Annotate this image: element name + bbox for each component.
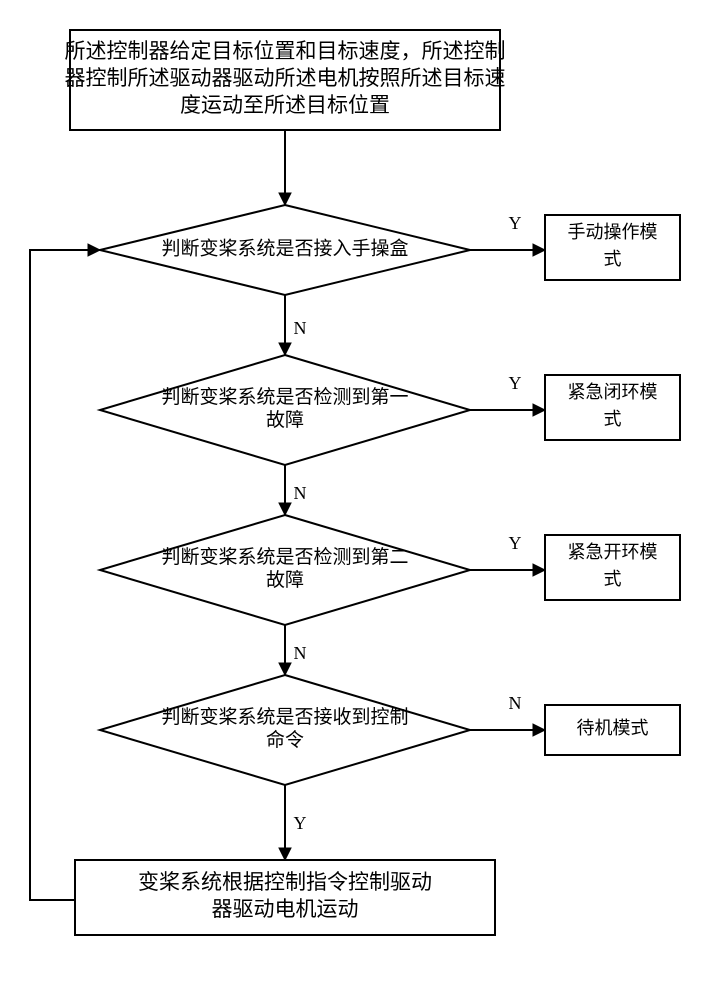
node-start-line2: 度运动至所述目标位置 <box>180 93 390 117</box>
node-d1-line0: 判断变桨系统是否接入手操盒 <box>161 237 408 259</box>
node-d2-line0: 判断变桨系统是否检测到第一 <box>161 386 408 408</box>
node-r1-line1: 式 <box>604 249 622 269</box>
flowchart-canvas: Y N Y N Y N N Y 所述控制器给定目标位置和目标速度，所述控制器控制所述驱动器驱动所… <box>0 0 719 1000</box>
edge-label: N <box>294 318 307 338</box>
node-end-line1: 器驱动电机运动 <box>212 897 359 921</box>
edge-label: N <box>509 693 522 713</box>
node-d3-line1: 故障 <box>266 569 304 591</box>
edge-label: N <box>294 643 307 663</box>
node-d4-line0: 判断变桨系统是否接收到控制 <box>161 706 408 728</box>
node-r2-line1: 式 <box>604 409 622 429</box>
node-r2-line0: 紧急闭环模 <box>568 382 658 402</box>
node-d2-line1: 故障 <box>266 409 304 431</box>
edge-label: Y <box>509 533 522 553</box>
edge-label: Y <box>509 213 522 233</box>
edge-label: N <box>294 483 307 503</box>
edge-label: Y <box>294 813 307 833</box>
node-r3-line1: 式 <box>604 569 622 589</box>
node-r3-line0: 紧急开环模 <box>568 542 658 562</box>
node-start-line1: 器控制所述驱动器驱动所述电机按照所述目标速 <box>65 66 506 90</box>
node-d3-line0: 判断变桨系统是否检测到第二 <box>161 546 408 568</box>
node-d4-line1: 命令 <box>266 729 304 751</box>
node-end-line0: 变桨系统根据控制指令控制驱动 <box>138 870 432 894</box>
edge-label: Y <box>509 373 522 393</box>
node-start-line0: 所述控制器给定目标位置和目标速度，所述控制 <box>65 39 506 63</box>
node-r1-line0: 手动操作模 <box>568 222 658 242</box>
node-r4-line0: 待机模式 <box>577 718 649 738</box>
